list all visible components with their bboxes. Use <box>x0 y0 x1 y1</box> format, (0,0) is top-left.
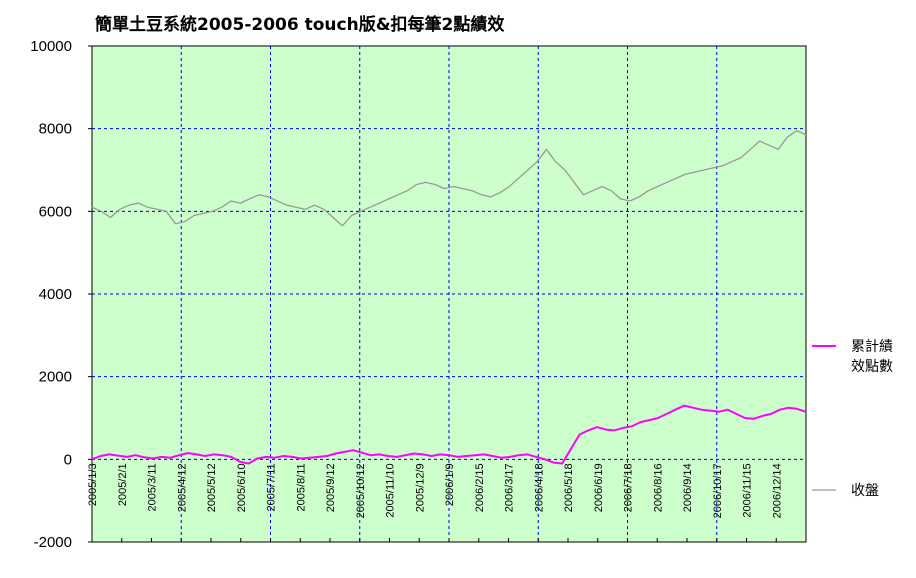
x-tick-label: 2006/2/15 <box>474 463 486 512</box>
x-tick-label: 2006/12/14 <box>771 463 783 518</box>
y-tick-label: 8000 <box>39 121 72 138</box>
x-tick-label: 2005/6/10 <box>236 463 248 512</box>
x-tick-label: 2005/1/3 <box>87 463 99 506</box>
x-tick-label: 2006/7/18 <box>623 463 635 512</box>
x-tick-label: 2006/10/17 <box>712 463 724 518</box>
x-tick-label: 2005/10/12 <box>355 463 367 518</box>
y-tick-label: 0 <box>64 451 72 468</box>
x-tick-label: 2005/2/1 <box>117 463 129 506</box>
x-axis-ticks: 2005/1/3 2005/2/1 2005/3/11 2005/4/12 2005/5… <box>87 463 783 542</box>
y-tick-label: -2000 <box>34 534 72 551</box>
x-tick-label: 2006/11/15 <box>742 463 754 517</box>
y-tick-label: 2000 <box>39 369 72 386</box>
y-tick-label: 4000 <box>39 286 72 303</box>
x-tick-label: 2005/8/11 <box>295 463 307 511</box>
x-tick-label: 2006/9/14 <box>682 463 694 512</box>
x-tick-label: 2005/12/9 <box>414 463 426 512</box>
chart-title: 簡單土豆系統2005-2006 touch版&扣每筆2點績效 <box>94 14 504 35</box>
x-tick-label: 2005/9/12 <box>325 463 337 512</box>
x-tick-label: 2005/7/11 <box>266 463 278 511</box>
x-tick-label: 2006/1/9 <box>444 463 456 506</box>
vertical-gridlines <box>180 46 718 542</box>
x-tick-label: 2006/4/18 <box>533 463 545 512</box>
legend-label-2: 收盤 <box>851 483 879 499</box>
x-tick-label: 2005/3/11 <box>147 463 159 511</box>
x-tick-label: 2006/3/17 <box>504 463 516 512</box>
x-tick-label: 2006/5/18 <box>563 463 575 512</box>
x-tick-label: 2006/8/16 <box>652 463 664 512</box>
y-tick-label: 6000 <box>39 203 72 220</box>
series-line-1 <box>91 404 807 465</box>
y-axis-ticks: 10000 8000 6000 4000 2000 0 -2000 <box>30 38 92 551</box>
x-tick-label: 2005/4/12 <box>176 463 188 512</box>
x-tick-label: 2005/5/12 <box>206 463 218 512</box>
x-tick-label: 2006/6/19 <box>593 463 605 512</box>
legend-label-1: 累計績效點數 <box>851 339 893 375</box>
y-tick-label: 10000 <box>30 38 72 55</box>
series-line-2 <box>91 130 807 227</box>
series-lines <box>91 130 807 465</box>
x-tick-label: 2005/11/10 <box>385 463 397 517</box>
